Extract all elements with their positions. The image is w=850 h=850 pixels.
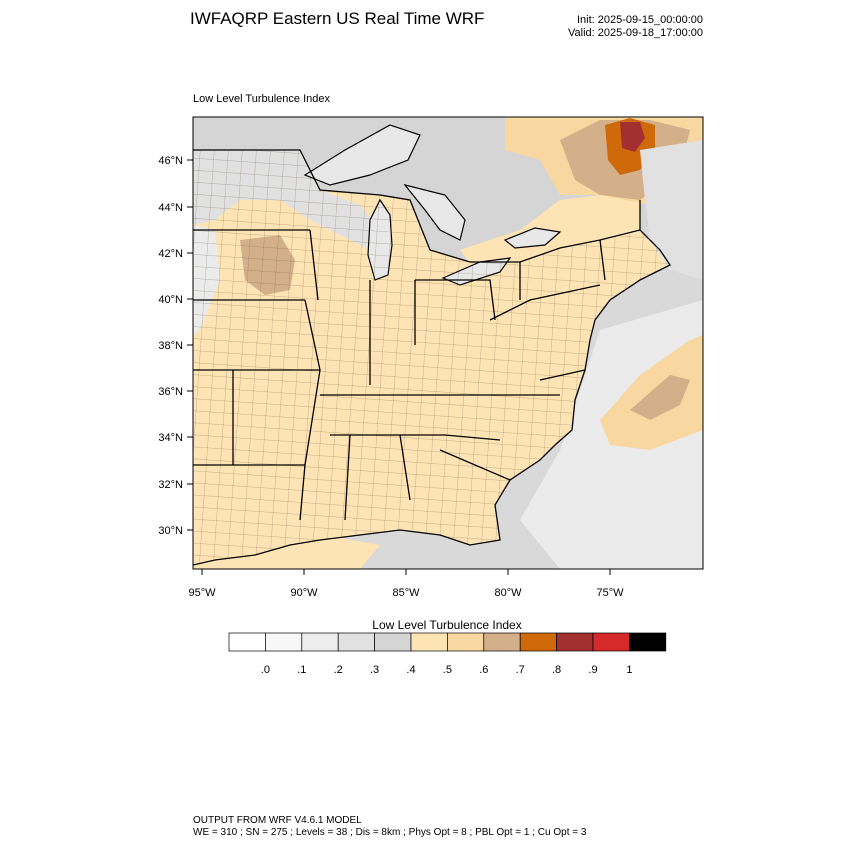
colorbar-label: .3 bbox=[370, 664, 379, 676]
colorbar-swatch bbox=[629, 632, 667, 652]
run-times: Init: 2025-09-15_00:00:00 Valid: 2025-09… bbox=[540, 14, 703, 40]
lon-label: 80°W bbox=[494, 587, 522, 599]
lake-ontario bbox=[503, 227, 562, 249]
lon-label: 95°W bbox=[188, 587, 216, 599]
colorbar-label: .5 bbox=[443, 664, 452, 676]
state-boundaries bbox=[193, 149, 671, 566]
lon-labels: 95°W 90°W 85°W 80°W 75°W bbox=[188, 587, 624, 599]
colorbar-swatch bbox=[519, 632, 557, 652]
map-title: Low Level Turbulence Index bbox=[193, 93, 330, 105]
atlantic-dark-plume bbox=[630, 375, 690, 420]
colorbar-swatch bbox=[410, 632, 448, 652]
colorbar-label: .9 bbox=[588, 664, 597, 676]
colorbar-label: .1 bbox=[297, 664, 306, 676]
lat-label: 42°N bbox=[158, 248, 183, 260]
colorbar-label: 1 bbox=[626, 664, 632, 676]
lat-label: 34°N bbox=[158, 432, 183, 444]
red-core bbox=[620, 122, 645, 152]
lake-superior bbox=[303, 124, 421, 186]
lon-label: 75°W bbox=[596, 587, 624, 599]
lon-ticks bbox=[201, 569, 611, 575]
colorbar-swatch bbox=[374, 632, 412, 652]
colorbar-title: Low Level Turbulence Index bbox=[372, 618, 521, 632]
lat-label: 36°N bbox=[158, 386, 183, 398]
lat-label: 40°N bbox=[158, 294, 183, 306]
colorbar-swatch bbox=[592, 632, 630, 652]
page-title: IWFAQRP Eastern US Real Time WRF bbox=[190, 9, 485, 28]
colorbar-swatch bbox=[228, 632, 266, 652]
footer: OUTPUT FROM WRF V4.6.1 MODEL WE = 310 ; … bbox=[193, 815, 586, 839]
colorbar-label: .8 bbox=[552, 664, 561, 676]
map-frame bbox=[192, 116, 704, 570]
init-time: Init: 2025-09-15_00:00:00 bbox=[577, 14, 703, 26]
lon-label: 90°W bbox=[290, 587, 318, 599]
lat-labels: 46°N 44°N 42°N 40°N 38°N 36°N 34°N 32°N … bbox=[158, 155, 183, 537]
colorbar-label: .2 bbox=[334, 664, 343, 676]
footer-config: WE = 310 ; SN = 275 ; Levels = 38 ; Dis … bbox=[193, 827, 587, 838]
colorbar-label: .7 bbox=[516, 664, 525, 676]
colorbar-swatch bbox=[337, 632, 375, 652]
colorbar-swatch bbox=[265, 632, 303, 652]
colorbar-label: .0 bbox=[261, 664, 270, 676]
colorbar-swatch bbox=[483, 632, 521, 652]
lat-label: 44°N bbox=[158, 202, 183, 214]
lat-label: 38°N bbox=[158, 340, 183, 352]
map-plot-area bbox=[193, 117, 703, 569]
lat-ticks bbox=[187, 159, 193, 531]
lat-label: 46°N bbox=[158, 155, 183, 167]
colorbar-swatch bbox=[301, 632, 339, 652]
colorbar-label: .6 bbox=[479, 664, 488, 676]
lat-label: 32°N bbox=[158, 479, 183, 491]
colorbar-boxes bbox=[228, 632, 667, 652]
lat-label: 30°N bbox=[158, 525, 183, 537]
footer-model: OUTPUT FROM WRF V4.6.1 MODEL bbox=[193, 815, 362, 826]
colorbar-labels: .0 .1 .2 .3 .4 .5 .6 .7 .8 .9 1 bbox=[261, 664, 633, 676]
colorbar-swatch bbox=[447, 632, 485, 652]
colorbar-swatch bbox=[556, 632, 594, 652]
lake-huron bbox=[403, 183, 466, 241]
lon-label: 85°W bbox=[392, 587, 420, 599]
colorbar-label: .4 bbox=[406, 664, 415, 676]
valid-time: Valid: 2025-09-18_17:00:00 bbox=[568, 27, 703, 39]
